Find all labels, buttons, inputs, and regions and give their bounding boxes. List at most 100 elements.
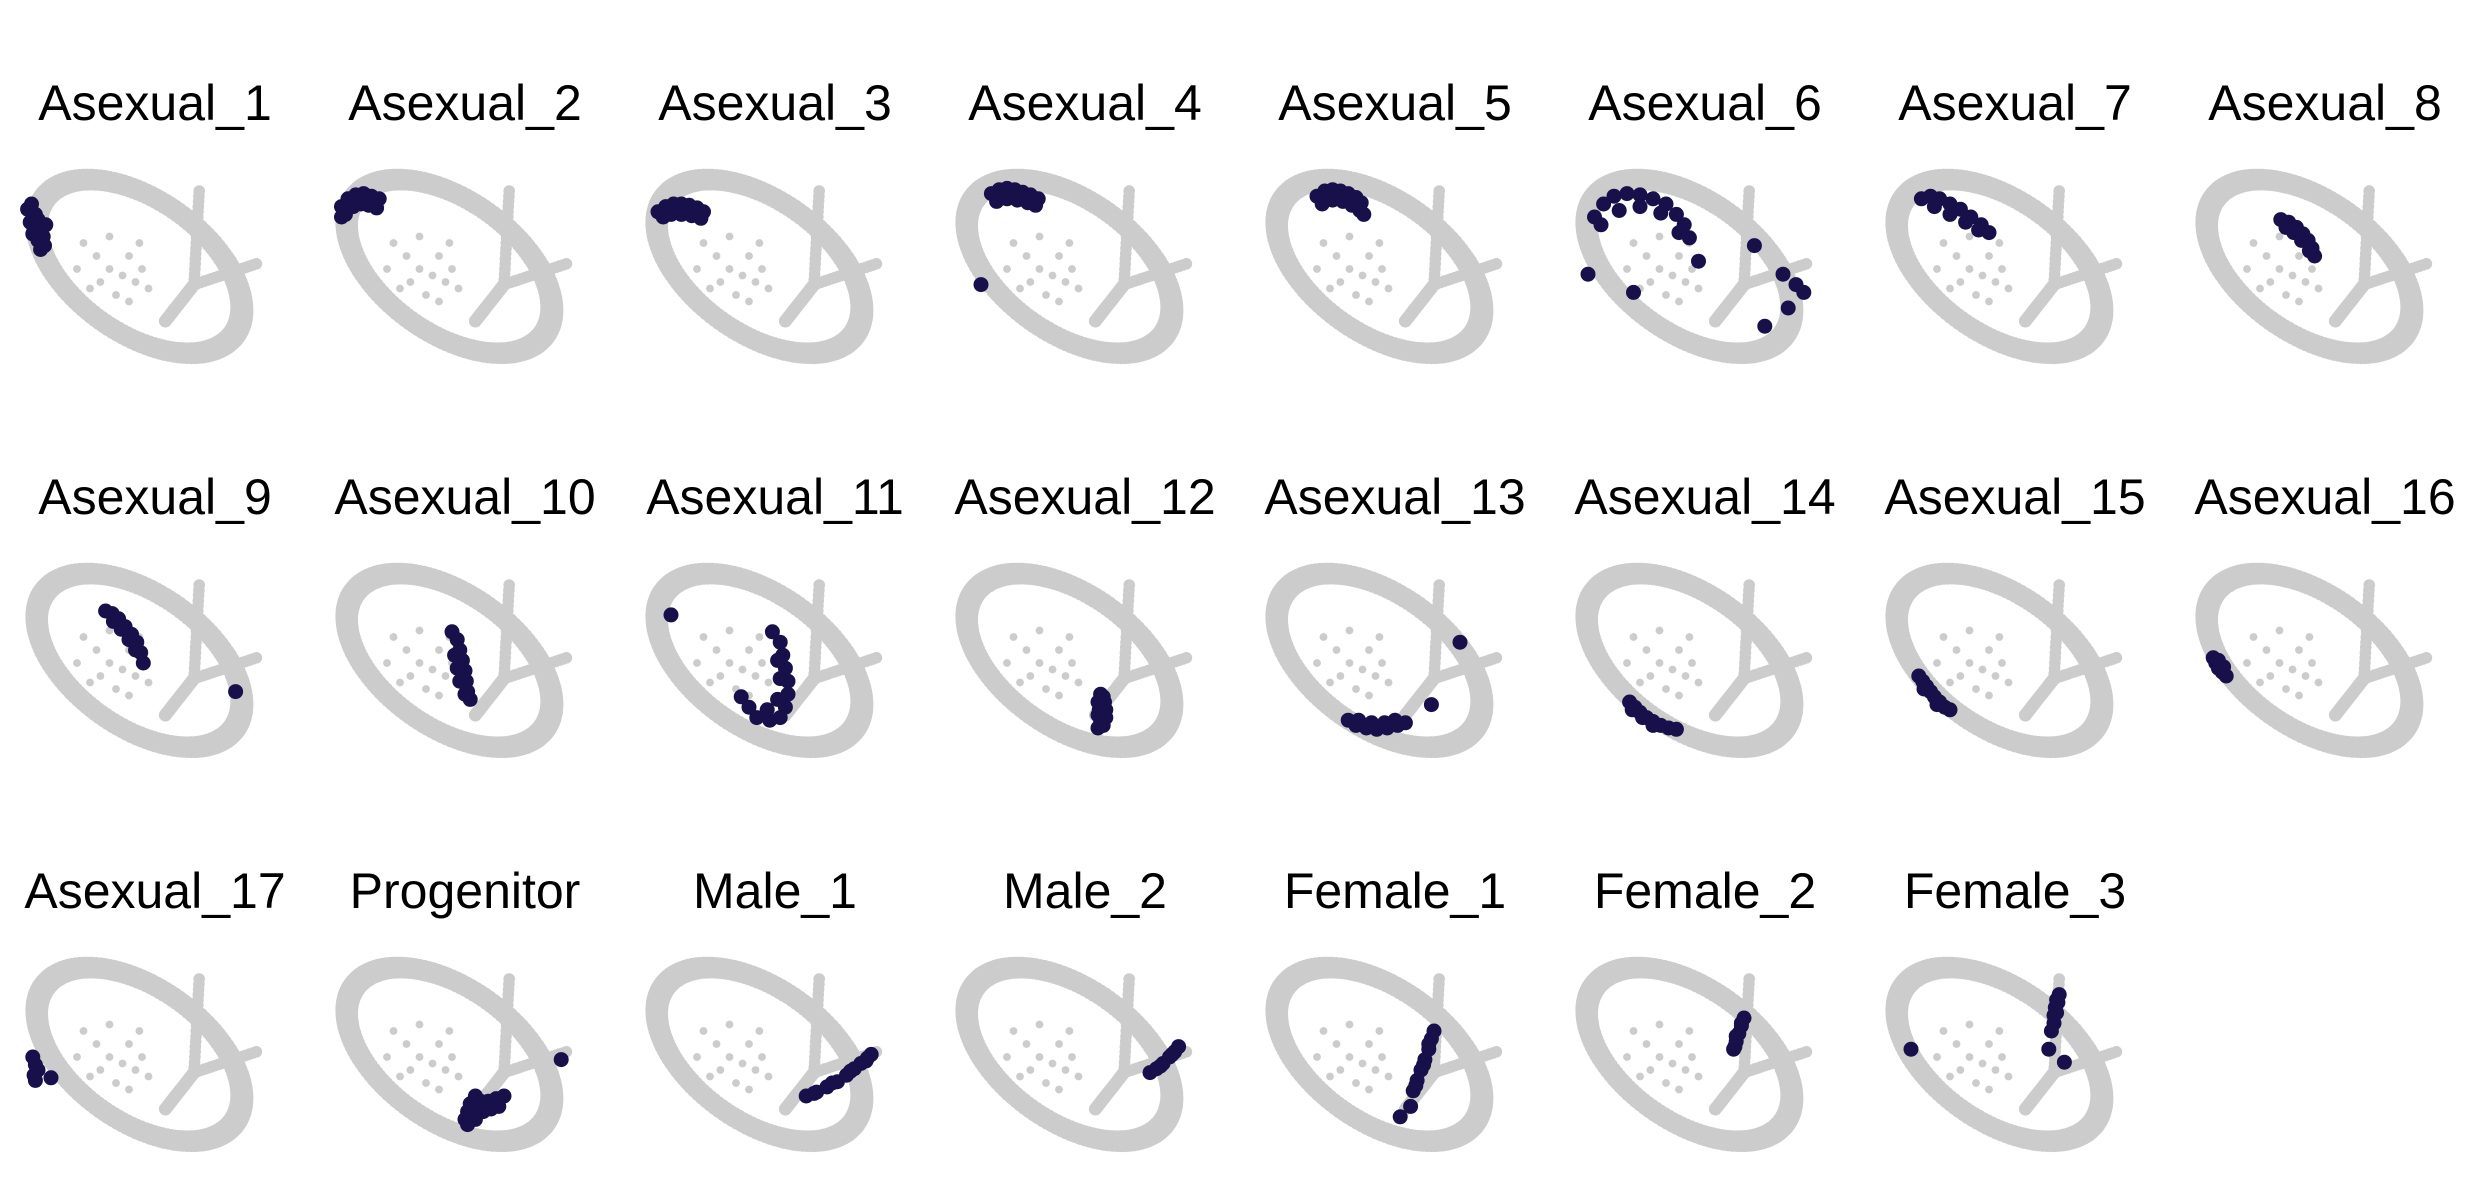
background-point <box>1743 185 1755 197</box>
facet-panel: Asexual_4 <box>955 75 1202 365</box>
background-point <box>1055 297 1063 306</box>
background-point <box>751 672 760 680</box>
background-point <box>428 665 437 674</box>
background-point <box>1074 284 1083 293</box>
facet-title: Asexual_11 <box>646 469 904 525</box>
highlight-point <box>1626 284 1641 300</box>
background-point <box>738 271 747 280</box>
background-point <box>716 672 725 680</box>
background-point <box>1061 278 1070 286</box>
background-point <box>125 252 133 260</box>
background-point <box>560 652 573 664</box>
background-point <box>2081 326 2095 340</box>
background-point <box>92 252 101 260</box>
background-point <box>1365 252 1373 260</box>
facet-title: Asexual_9 <box>38 469 272 525</box>
highlight-point <box>38 217 54 233</box>
background-point <box>1629 239 1638 247</box>
background-point <box>560 258 573 270</box>
background-point <box>1016 284 1024 293</box>
background-point <box>187 278 201 292</box>
background-point <box>1694 284 1703 293</box>
background-point <box>105 659 114 667</box>
background-point <box>250 652 263 664</box>
background-point <box>712 252 721 260</box>
background-point <box>1433 579 1445 591</box>
background-point <box>2295 297 2303 306</box>
background-point <box>79 239 88 247</box>
background-point <box>1933 265 1941 273</box>
background-point <box>2391 326 2405 340</box>
background-point <box>1016 678 1024 687</box>
background-point <box>699 239 708 247</box>
background-point <box>415 232 424 241</box>
background-point <box>1375 633 1384 641</box>
highlight-point <box>693 210 709 226</box>
background-point <box>1035 232 1044 241</box>
background-point <box>1985 297 1993 306</box>
background-point <box>396 678 404 687</box>
background-point <box>1074 678 1083 687</box>
background-point <box>73 265 81 273</box>
background-point <box>112 685 120 693</box>
highlight-point <box>447 647 463 663</box>
background-point <box>1068 265 1076 273</box>
background-point <box>1642 252 1651 260</box>
background-point <box>758 659 766 667</box>
background-point <box>1352 291 1360 299</box>
background-point <box>2266 278 2275 286</box>
background-point <box>2301 278 2310 286</box>
background-point <box>706 284 714 293</box>
highlight-point <box>973 277 989 293</box>
highlight-point <box>1606 188 1622 204</box>
background-point <box>1771 326 1785 340</box>
background-point <box>1009 633 1018 641</box>
background-point <box>396 284 404 293</box>
background-point <box>1003 659 1011 667</box>
background-point <box>1956 278 1965 286</box>
background-point <box>1946 284 1954 293</box>
facet-panel: Asexual_8 <box>2195 75 2442 365</box>
background-point <box>712 646 721 654</box>
background-point <box>92 646 101 654</box>
background-point <box>125 297 133 306</box>
highlight-point <box>663 607 679 623</box>
background-point <box>1319 239 1328 247</box>
background-point <box>2004 284 2013 293</box>
background-point <box>1042 685 1050 693</box>
background-point <box>79 633 88 641</box>
highlight-point <box>1351 712 1367 728</box>
background-point <box>503 579 515 591</box>
highlight-point <box>457 686 473 702</box>
highlight-point <box>1632 199 1648 215</box>
background-point <box>1003 265 1011 273</box>
background-point <box>725 626 734 635</box>
background-point <box>383 265 391 273</box>
background-point <box>755 239 764 247</box>
background-point <box>1048 271 1057 280</box>
highlight-point <box>1775 266 1791 282</box>
highlight-point <box>772 634 788 650</box>
highlight-point <box>369 200 385 216</box>
background-point <box>2249 239 2258 247</box>
facet-title: Asexual_14 <box>1574 469 1835 525</box>
highlight-point <box>1356 206 1372 222</box>
facet-panel: Asexual_13 <box>1264 469 1526 759</box>
facet-title: Asexual_10 <box>334 469 595 525</box>
background-point <box>1055 252 1063 260</box>
background-point <box>1365 691 1373 700</box>
background-point <box>1675 252 1683 260</box>
background-point <box>503 185 515 197</box>
background-point <box>725 659 734 667</box>
background-point <box>755 633 764 641</box>
facet-panel: Asexual_10 <box>334 469 596 759</box>
background-point <box>2275 265 2284 273</box>
background-point <box>1490 258 1503 270</box>
background-point <box>807 672 821 686</box>
background-point <box>1384 284 1393 293</box>
background-point <box>1022 646 1031 654</box>
highlight-point <box>1387 712 1403 728</box>
background-point <box>841 326 855 340</box>
highlight-point <box>1611 203 1627 218</box>
highlight-point <box>1619 186 1635 202</box>
